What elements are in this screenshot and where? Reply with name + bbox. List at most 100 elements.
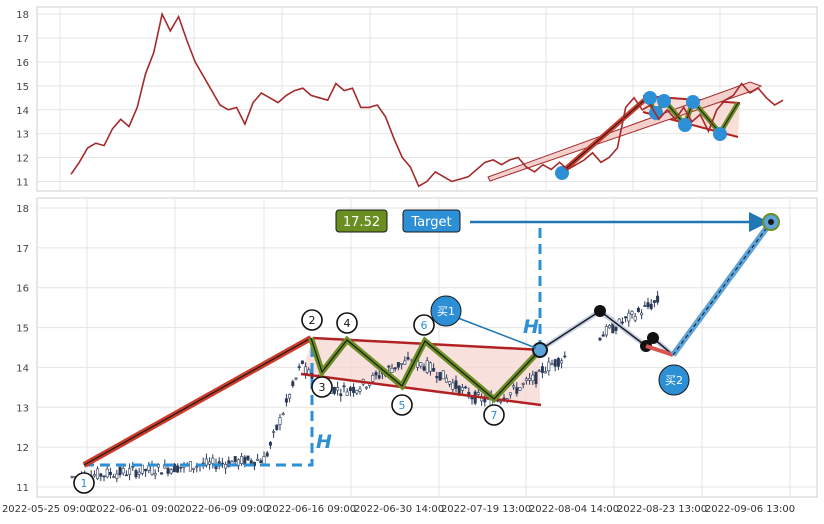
- candle-body: [192, 467, 196, 470]
- candle-body: [236, 459, 240, 466]
- candle-body: [483, 398, 487, 403]
- candle-body: [508, 392, 512, 396]
- pivot-label: 6: [421, 319, 428, 332]
- y-tick-label: 12: [16, 443, 29, 454]
- candle-body: [137, 471, 141, 475]
- overview-marker: [713, 127, 727, 141]
- candle-body: [419, 362, 423, 367]
- candle-body: [451, 382, 455, 390]
- candle-body: [288, 394, 292, 399]
- x-tick-label: 2022-05-25 09:00: [2, 504, 92, 515]
- candle-body: [627, 312, 631, 322]
- candle-body: [649, 303, 653, 310]
- candle-body: [278, 417, 282, 425]
- candle-body: [435, 376, 439, 379]
- height-label-left: H: [316, 431, 332, 453]
- candle-body: [518, 387, 522, 391]
- candle-body: [425, 360, 429, 373]
- candle-body: [153, 473, 157, 476]
- pivot-marker: [301, 309, 323, 331]
- candle-body: [604, 326, 608, 336]
- candle-body: [150, 465, 154, 475]
- candle-body: [377, 375, 381, 379]
- candle-body: [515, 387, 519, 394]
- pivot-marker: [311, 376, 333, 398]
- candle-body: [355, 390, 359, 394]
- candle-body: [108, 471, 112, 475]
- candle-body: [179, 466, 183, 469]
- candle-body: [624, 316, 628, 319]
- candle-body: [406, 357, 410, 360]
- candle-body: [598, 337, 602, 341]
- candle-body: [70, 476, 74, 478]
- candle-body: [390, 368, 394, 373]
- path-dot: [647, 332, 659, 344]
- overview-marker: [643, 91, 657, 105]
- candle-body: [92, 474, 96, 477]
- candle-body: [470, 397, 474, 400]
- candle-body: [656, 295, 660, 303]
- candle-body: [115, 473, 119, 479]
- pivot-marker: [336, 312, 358, 334]
- candle-body: [540, 366, 544, 373]
- candle-body: [563, 355, 567, 358]
- y-tick-label: 17: [16, 34, 29, 45]
- candle-body: [438, 372, 442, 381]
- target-value-box: [335, 209, 388, 233]
- candle-body: [457, 385, 461, 395]
- x-tick-label: 2022-07-19 13:00: [441, 504, 531, 515]
- y-tick-label: 17: [16, 244, 29, 255]
- x-tick-label: 2022-08-04 14:00: [529, 504, 619, 515]
- candle-body: [96, 468, 100, 479]
- path-dot: [594, 305, 606, 317]
- candle-body: [499, 400, 503, 403]
- candle-body: [272, 431, 276, 433]
- candle-body: [374, 372, 378, 376]
- x-tick-label: 2022-06-16 09:00: [266, 504, 356, 515]
- pivot-marker: [483, 404, 505, 426]
- candle-body: [342, 385, 346, 388]
- candle-body: [166, 467, 170, 474]
- candle-body: [128, 468, 132, 475]
- candle-body: [560, 360, 564, 364]
- candle-body: [105, 468, 109, 478]
- candle-body: [646, 302, 650, 308]
- overview-price-line: [70, 11, 784, 188]
- y-tick-label: 12: [16, 154, 29, 165]
- candle-body: [336, 387, 340, 391]
- candle-body: [387, 365, 391, 368]
- y-tick-label: 14: [16, 363, 29, 374]
- candle-body: [524, 378, 528, 382]
- overview-plot-area: [36, 6, 818, 192]
- candle-body: [211, 457, 215, 464]
- candle-body: [332, 386, 336, 394]
- pivot-label: 7: [491, 409, 498, 422]
- candle-body: [441, 370, 445, 380]
- breakout-point: [532, 342, 548, 358]
- candle-body: [176, 465, 180, 473]
- candle-body: [464, 386, 468, 389]
- y-tick-label: 16: [16, 284, 29, 295]
- candle-body: [550, 363, 554, 366]
- candle-body: [246, 455, 250, 461]
- overview-y-ticks: 11 12 13 14 15 16 17 18: [16, 10, 29, 188]
- candle-body: [400, 363, 404, 366]
- candle-body: [102, 475, 106, 478]
- height-label-right: H: [523, 316, 539, 338]
- buy2-label: 买2: [665, 374, 683, 387]
- candle-body: [160, 472, 164, 475]
- candle-body: [304, 366, 308, 374]
- overview-pivot-markers: [555, 91, 727, 180]
- pivot-marker: [391, 394, 413, 416]
- pivot-label: 4: [344, 317, 351, 330]
- candle-body: [300, 360, 304, 364]
- candle-body: [358, 388, 362, 392]
- candle-body: [268, 442, 272, 446]
- x-tick-label: 2022-06-09 09:00: [179, 504, 269, 515]
- y-tick-label: 11: [16, 483, 29, 494]
- candle-body: [348, 387, 352, 392]
- buy2-badge: [658, 364, 690, 396]
- candle-body: [265, 452, 269, 457]
- target-label: Target: [410, 215, 451, 230]
- candle-body: [275, 424, 279, 430]
